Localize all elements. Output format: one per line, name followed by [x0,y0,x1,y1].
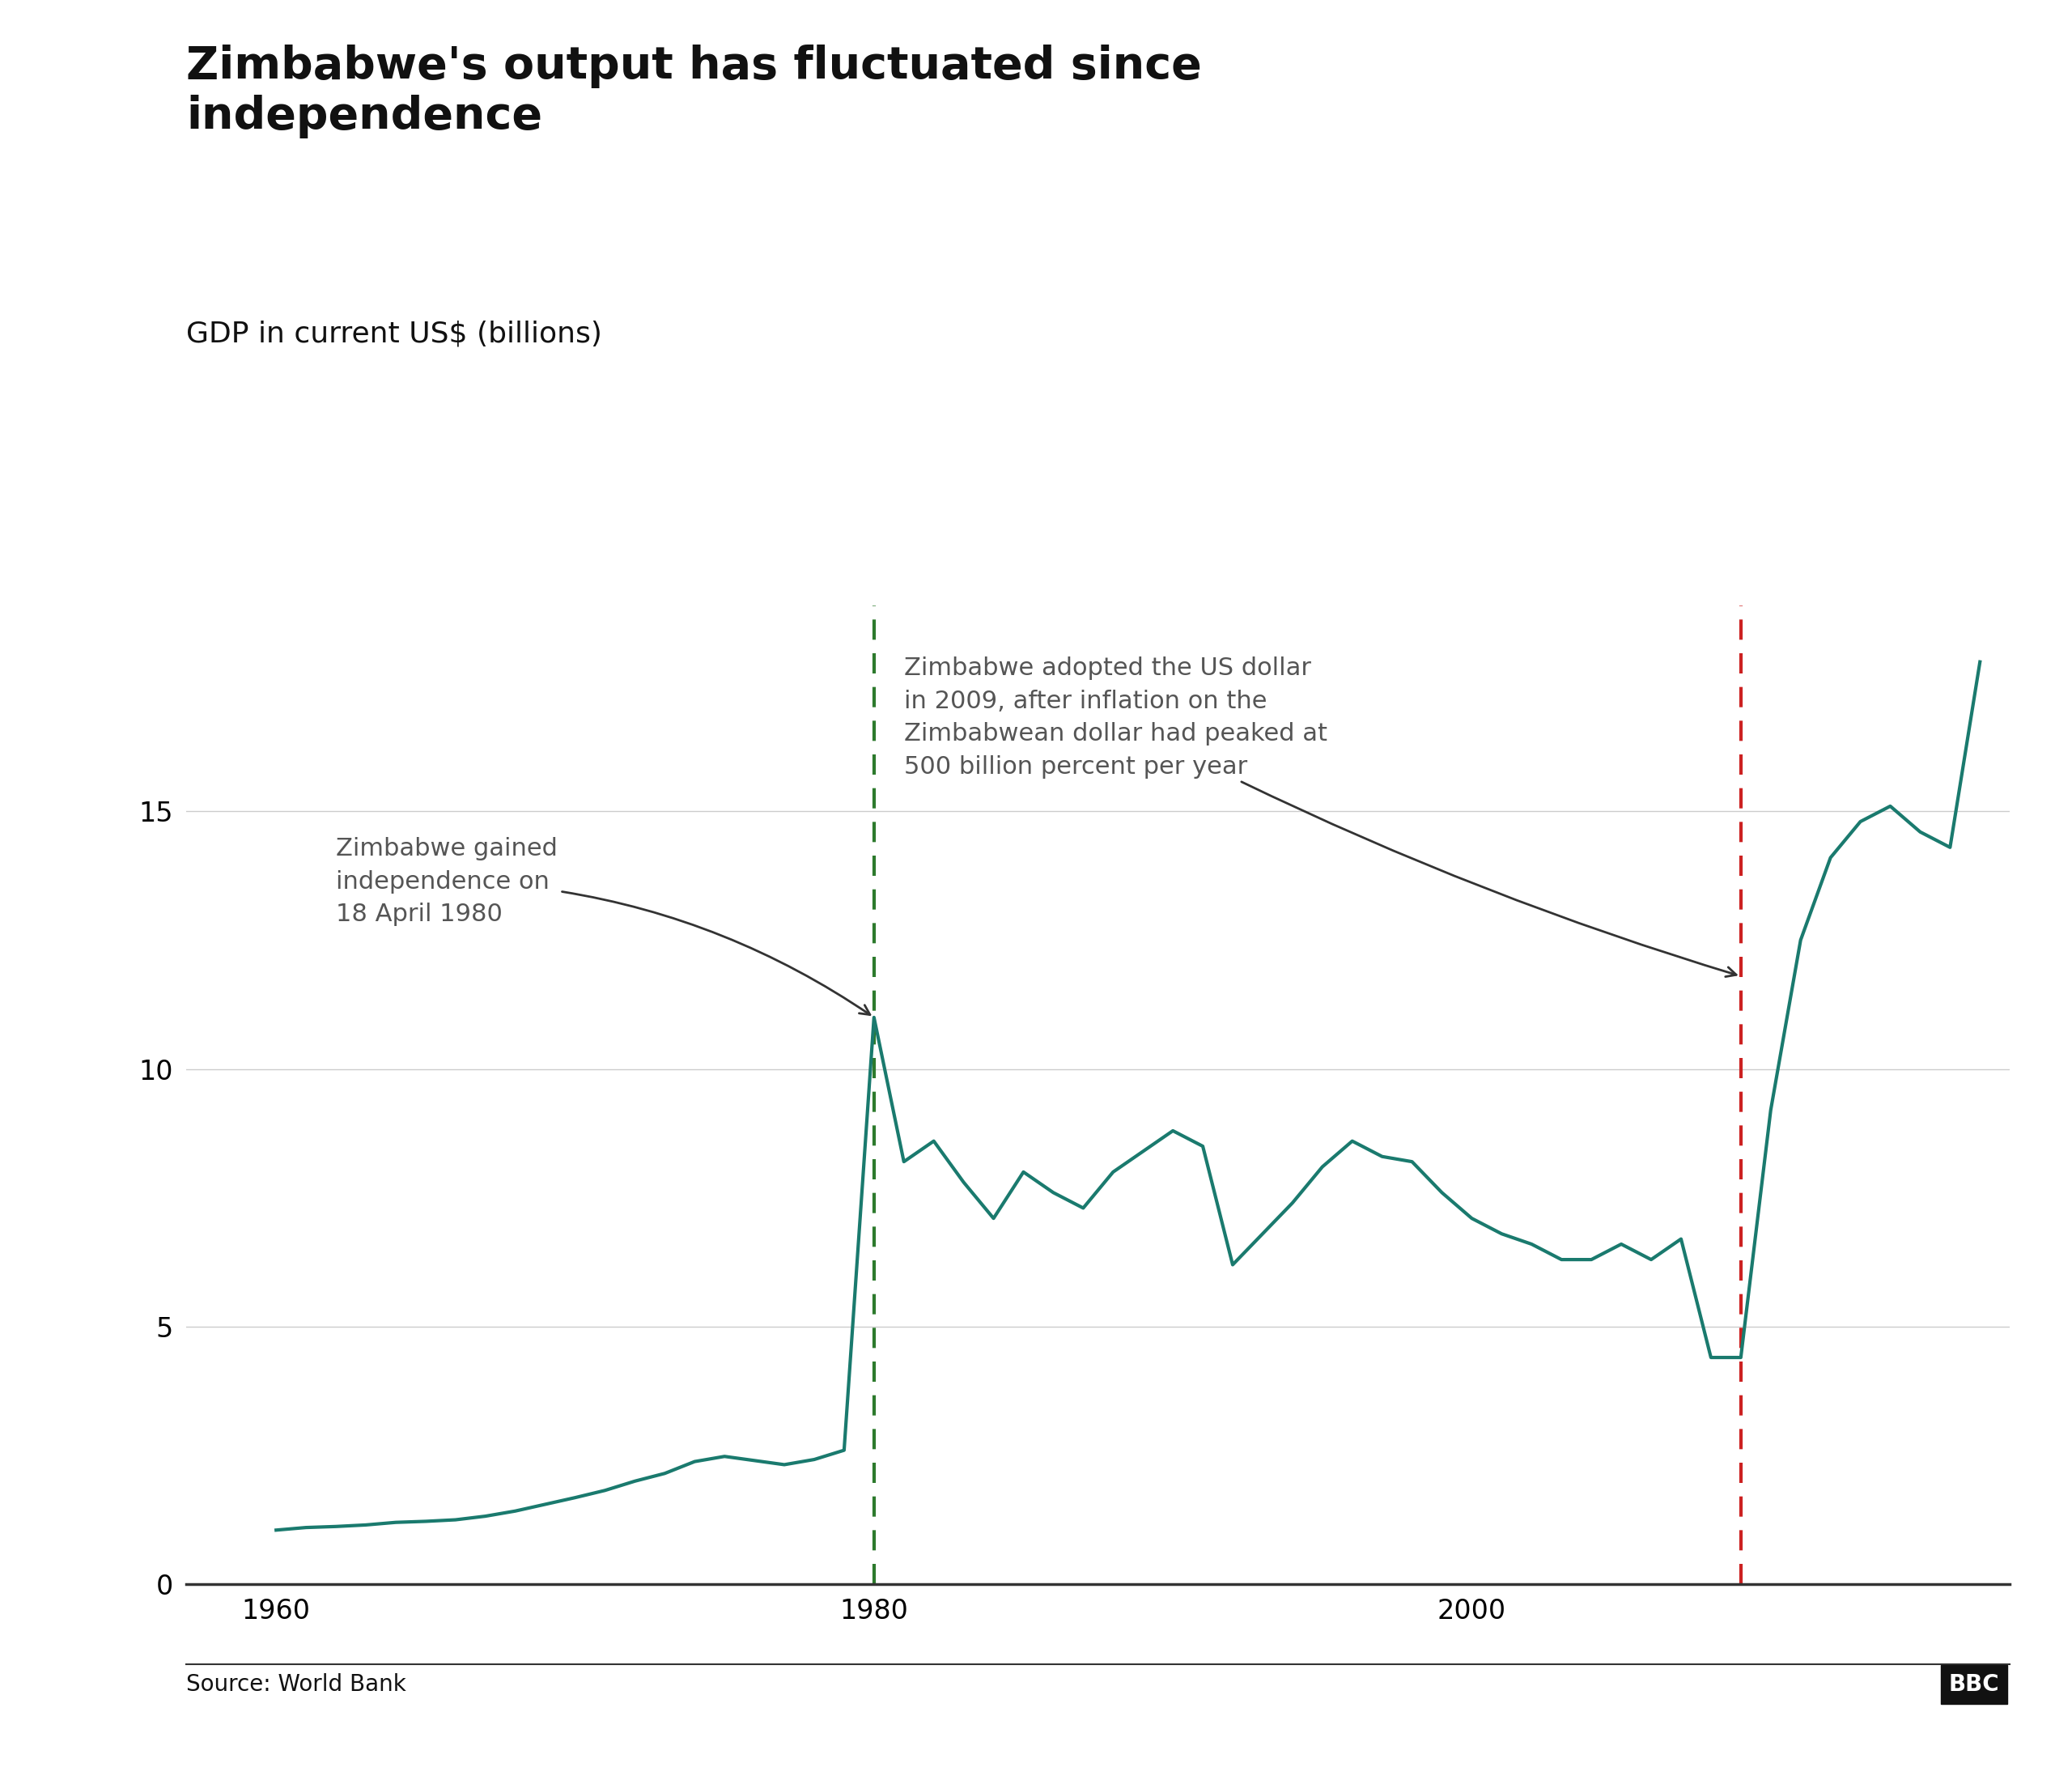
Text: Source: World Bank: Source: World Bank [186,1673,406,1696]
Text: GDP in current US$ (billions): GDP in current US$ (billions) [186,320,603,347]
Text: Zimbabwe's output has fluctuated since
independence: Zimbabwe's output has fluctuated since i… [186,44,1202,139]
Text: Zimbabwe gained
independence on
18 April 1980: Zimbabwe gained independence on 18 April… [336,837,870,1015]
Text: BBC: BBC [1950,1673,1999,1696]
Text: Zimbabwe adopted the US dollar
in 2009, after inflation on the
Zimbabwean dollar: Zimbabwe adopted the US dollar in 2009, … [903,657,1736,977]
